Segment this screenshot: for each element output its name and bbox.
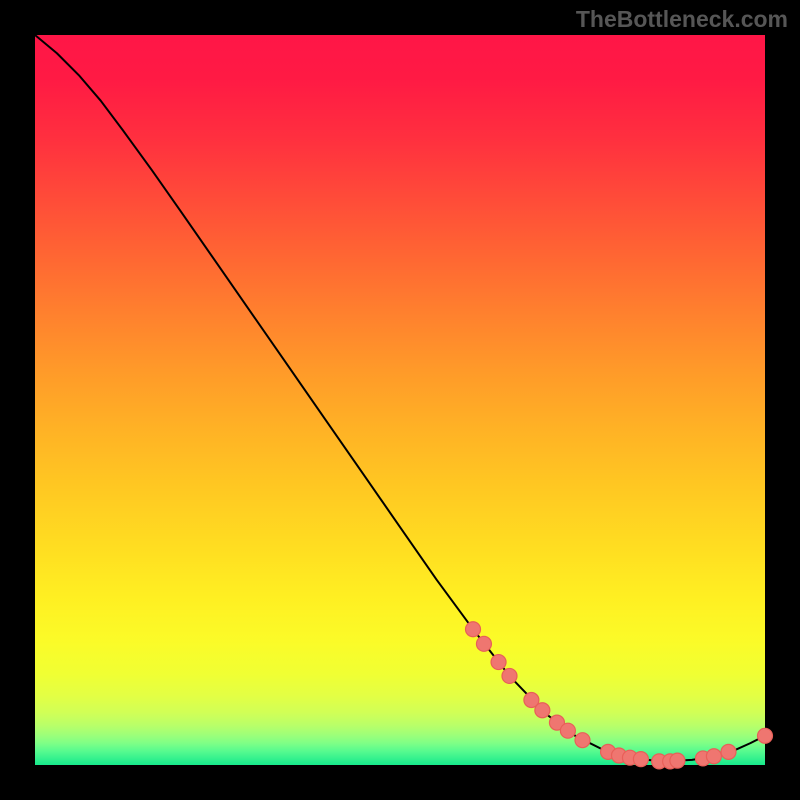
data-marker <box>758 728 773 743</box>
bottleneck-curve-chart <box>0 0 800 800</box>
data-marker <box>476 636 491 651</box>
data-marker <box>575 733 590 748</box>
data-marker <box>633 752 648 767</box>
data-marker <box>721 744 736 759</box>
chart-frame: TheBottleneck.com <box>0 0 800 800</box>
data-marker <box>706 749 721 764</box>
data-marker <box>466 622 481 637</box>
data-marker <box>535 703 550 718</box>
watermark-text: TheBottleneck.com <box>576 6 788 33</box>
plot-background <box>35 35 765 765</box>
data-marker <box>560 723 575 738</box>
data-marker <box>670 753 685 768</box>
data-marker <box>502 668 517 683</box>
data-marker <box>491 655 506 670</box>
